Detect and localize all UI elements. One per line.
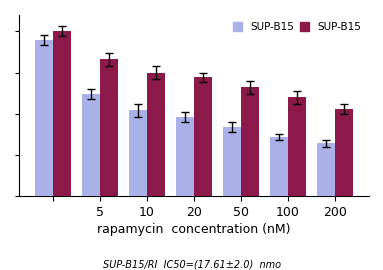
Bar (287, 97, 305, 196)
Bar (82, 94, 100, 196)
Bar (241, 87, 258, 196)
Text: SUP-B15/RI  IC50=(17.61±2.0)  nmo: SUP-B15/RI IC50=(17.61±2.0) nmo (103, 259, 280, 269)
Bar (147, 73, 164, 196)
Bar (193, 77, 211, 196)
Legend: SUP-B15, SUP-B15: SUP-B15, SUP-B15 (231, 20, 363, 34)
Bar (129, 110, 147, 196)
Bar (100, 59, 118, 196)
Bar (176, 117, 193, 196)
Bar (334, 109, 352, 196)
Bar (270, 137, 287, 196)
X-axis label: rapamycin  concentration (nM): rapamycin concentration (nM) (97, 223, 290, 236)
Bar (35, 40, 53, 196)
Bar (316, 144, 334, 196)
Bar (53, 32, 70, 196)
Bar (223, 127, 241, 196)
